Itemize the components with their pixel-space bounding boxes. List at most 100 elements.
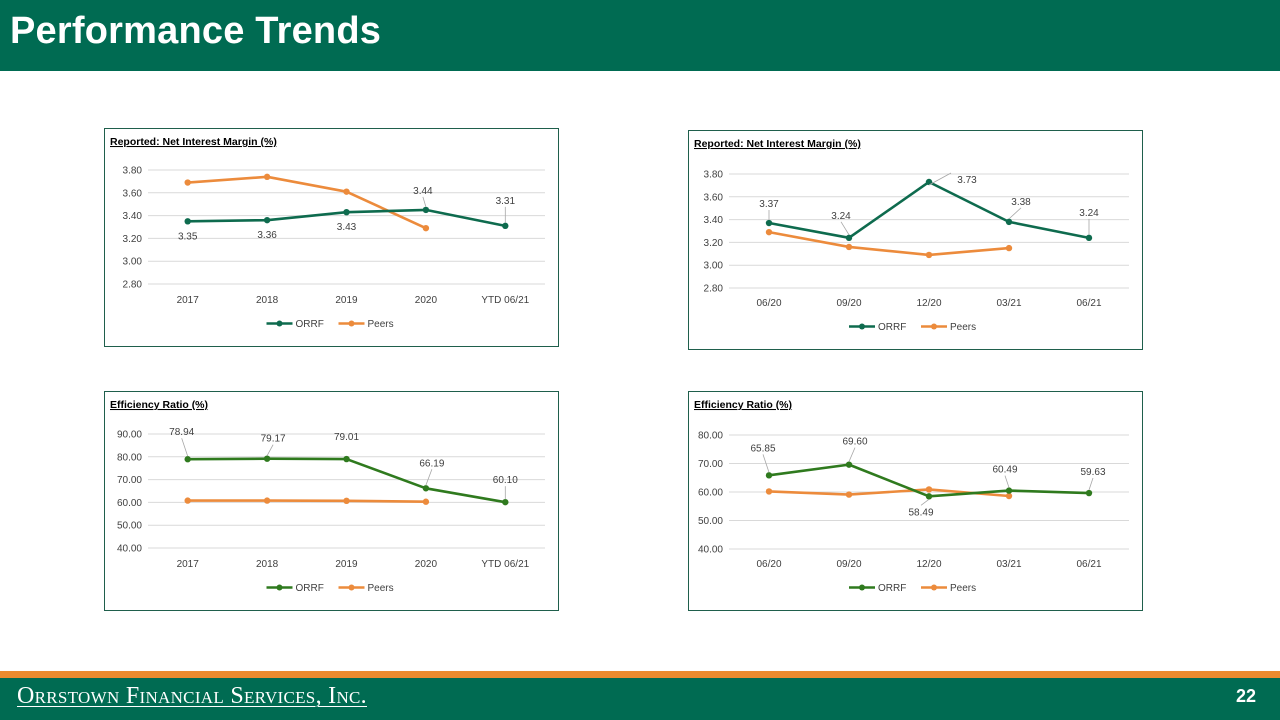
- label-leader: [422, 196, 427, 208]
- x-tick-label: 2017: [177, 295, 200, 306]
- chart-nim-annual: Reported: Net Interest Margin (%) 3.80 3.6…: [104, 128, 559, 347]
- y-tick-label: 70.00: [698, 459, 723, 470]
- chart-nim-quarterly: Reported: Net Interest Margin (%) 3.80 3.6…: [688, 130, 1143, 350]
- data-point-orrf: [845, 234, 853, 242]
- data-point-peers: [925, 251, 933, 259]
- y-tick-label: 2.80: [704, 284, 724, 295]
- label-leader: [920, 498, 930, 506]
- chart-svg: Efficiency Ratio (%) 80.00 70.00 60.00 50.00…: [694, 399, 1129, 594]
- data-point-peers: [1005, 244, 1013, 252]
- data-point-orrf: [502, 222, 509, 230]
- y-tick-label: 50.00: [117, 521, 142, 532]
- y-tick-label: 80.00: [698, 431, 723, 442]
- x-tick-label: 2017: [177, 559, 200, 570]
- chart-title: Reported: Net Interest Margin (%): [110, 136, 277, 148]
- x-tick-label: 12/20: [916, 559, 941, 570]
- series-line-peers: [187, 499, 426, 504]
- x-tick-label: YTD 06/21: [481, 295, 529, 306]
- data-label-orrf: 3.24: [1079, 208, 1099, 219]
- label-leader: [848, 447, 856, 462]
- y-tick-label: 3.80: [704, 170, 724, 181]
- data-point-peers: [343, 497, 350, 505]
- y-tick-label: 80.00: [117, 452, 142, 463]
- y-tick-label: 3.60: [123, 188, 143, 199]
- x-tick-label: 06/20: [756, 298, 781, 309]
- data-point-peers: [343, 188, 350, 195]
- chart-efficiency-quarterly: Efficiency Ratio (%) 80.00 70.00 60.00 50.00…: [688, 391, 1143, 611]
- data-label-orrf: 3.24: [831, 211, 851, 222]
- x-tick-label: 06/21: [1076, 298, 1101, 309]
- footer-accent-stripe: [0, 671, 1280, 678]
- chart-title: Efficiency Ratio (%): [110, 399, 208, 411]
- data-point-orrf: [1085, 489, 1093, 497]
- x-tick-label: 09/20: [836, 559, 861, 570]
- data-label-orrf: 58.49: [908, 507, 933, 518]
- series-line-orrf: [187, 457, 506, 504]
- data-point-orrf: [343, 455, 350, 463]
- legend-label-orrf: ORRF: [296, 583, 324, 594]
- data-label-orrf: 59.63: [1080, 467, 1105, 478]
- data-label-orrf: 3.38: [1011, 197, 1031, 208]
- y-tick-label: 90.00: [117, 430, 142, 441]
- x-tick-label: 06/20: [756, 559, 781, 570]
- data-point-peers: [263, 173, 271, 181]
- data-label-orrf: 3.31: [496, 196, 516, 207]
- y-tick-label: 3.00: [123, 257, 143, 268]
- data-label-orrf: 79.17: [261, 434, 286, 445]
- data-point-peers: [765, 228, 773, 236]
- footer-bar: [0, 678, 1280, 720]
- y-tick-label: 60.00: [698, 488, 723, 499]
- data-label-orrf: 60.49: [992, 465, 1017, 476]
- label-leader: [840, 221, 850, 236]
- page-title: Performance Trends: [10, 10, 382, 52]
- series-line-orrf: [768, 180, 1090, 240]
- data-point-orrf: [1085, 234, 1093, 242]
- legend-label-peers: Peers: [950, 322, 976, 333]
- data-point-orrf: [1005, 218, 1013, 226]
- label-leader: [928, 172, 952, 186]
- data-label-orrf: 3.36: [257, 230, 277, 241]
- y-tick-label: 60.00: [117, 498, 142, 509]
- x-tick-label: 2019: [335, 295, 358, 306]
- data-point-orrf: [184, 218, 191, 225]
- x-tick-label: 2018: [256, 559, 279, 570]
- data-label-orrf: 78.94: [169, 427, 194, 438]
- label-leader: [181, 438, 189, 457]
- legend-label-orrf: ORRF: [296, 319, 324, 330]
- legend-marker-orrf: [859, 323, 865, 330]
- legend-marker-peers: [348, 320, 355, 327]
- data-point-orrf: [343, 208, 350, 216]
- legend-marker-orrf: [276, 584, 283, 591]
- y-tick-label: 40.00: [698, 545, 723, 556]
- data-point-orrf: [925, 178, 933, 186]
- data-point-orrf: [184, 456, 191, 463]
- label-leader: [1004, 475, 1010, 488]
- y-tick-label: 3.60: [704, 192, 724, 203]
- data-label-orrf: 65.85: [750, 443, 775, 454]
- legend-label-orrf: ORRF: [878, 583, 906, 594]
- y-tick-label: 40.00: [117, 544, 142, 555]
- y-tick-label: 3.00: [704, 261, 724, 272]
- legend-label-orrf: ORRF: [878, 322, 906, 333]
- chart-efficiency-annual: Efficiency Ratio (%) 90.00 80.00 70.00 60.00…: [104, 391, 559, 611]
- x-tick-label: 2020: [415, 559, 438, 570]
- data-label-orrf: 79.01: [334, 432, 359, 443]
- legend-marker-orrf: [859, 584, 865, 591]
- series-line-peers: [768, 230, 1010, 257]
- y-tick-label: 3.80: [123, 166, 143, 177]
- label-leader: [1088, 477, 1094, 491]
- label-leader: [425, 469, 433, 486]
- chart-svg: Efficiency Ratio (%) 90.00 80.00 70.00 60.00…: [110, 399, 545, 594]
- label-leader: [1008, 207, 1022, 220]
- y-tick-label: 50.00: [698, 516, 723, 527]
- chart-svg: Reported: Net Interest Margin (%) 3.80 3.6…: [110, 136, 545, 330]
- data-point-orrf: [263, 216, 271, 224]
- legend-marker-peers: [931, 584, 937, 591]
- data-point-orrf: [422, 485, 430, 492]
- data-point-orrf: [765, 472, 773, 479]
- data-point-orrf: [925, 493, 933, 500]
- x-tick-label: 03/21: [996, 559, 1021, 570]
- data-point-orrf: [765, 219, 773, 227]
- x-tick-label: 2018: [256, 295, 279, 306]
- x-tick-label: 09/20: [836, 298, 861, 309]
